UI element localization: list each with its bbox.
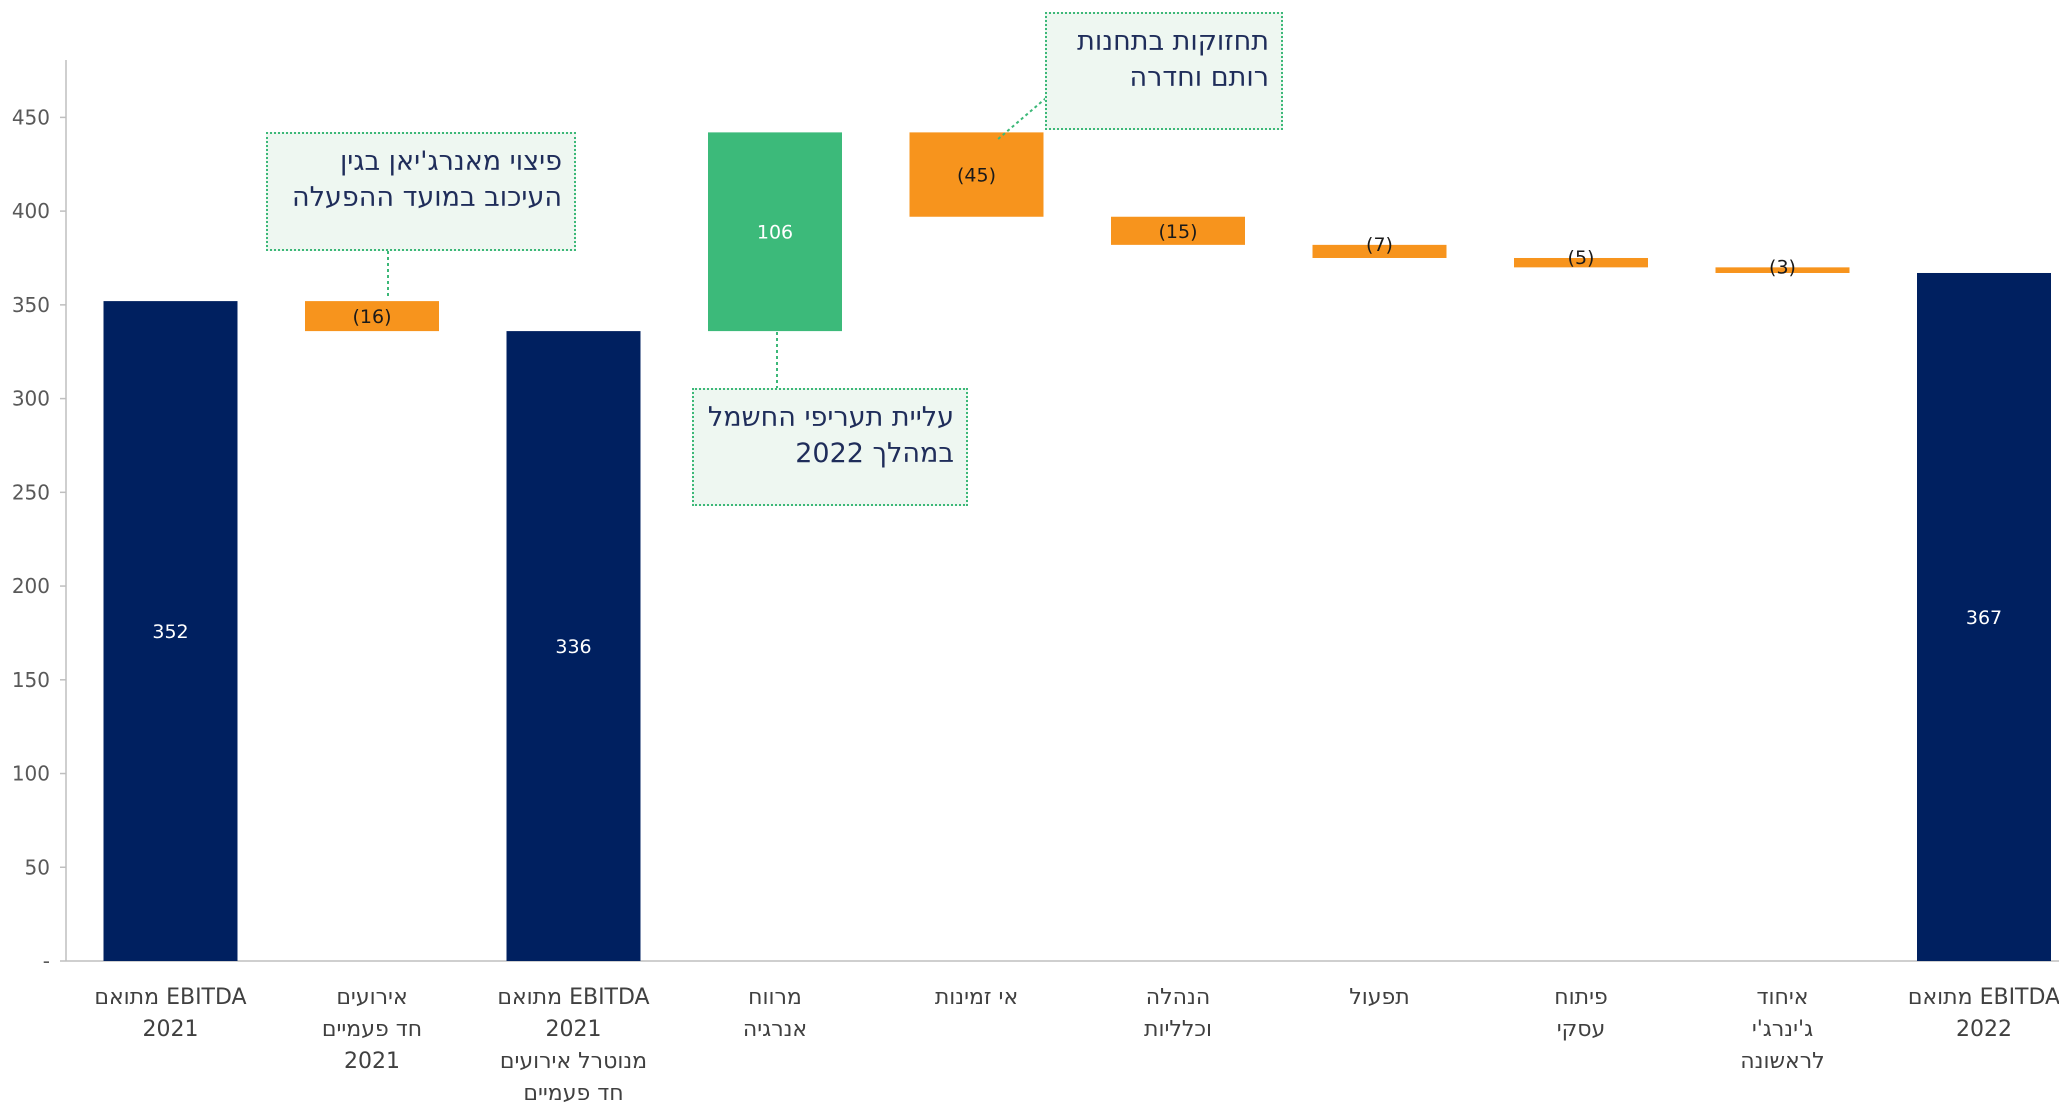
category-label: אנרגיה: [743, 1017, 807, 1042]
y-tick-label: 250: [12, 480, 50, 504]
bar-3: [708, 132, 842, 332]
annotation-line: העיכוב במועד ההפעלה: [292, 182, 562, 213]
annotation-tariff: עליית תעריפי החשמל במהלך 2022: [692, 388, 968, 506]
category-label: פיתוח: [1554, 985, 1608, 1010]
data-label: (45): [957, 165, 996, 187]
category-label: 2021: [344, 1049, 400, 1074]
bar-5: [1111, 216, 1245, 245]
category-label: ג'ינרג'י: [1752, 1017, 1813, 1042]
annotation-line: פיצוי מאנרג'יאן בגין: [339, 146, 562, 177]
data-label: 367: [1966, 607, 2002, 629]
category-label: מנוטרל אירועים: [500, 1049, 647, 1074]
data-label: (15): [1158, 221, 1197, 243]
data-label: (5): [1568, 247, 1595, 269]
annotation-line: במהלך 2022: [795, 438, 954, 469]
category-label: 2022: [1956, 1017, 2012, 1042]
y-tick-label: 300: [12, 387, 50, 411]
category-label: מרווח: [748, 985, 802, 1010]
bar-0: [103, 301, 238, 961]
category-label: 2021: [546, 1017, 602, 1042]
bar-2: [506, 331, 641, 961]
category-label: EBITDA מתואם: [94, 985, 246, 1010]
category-label: עסקי: [1557, 1017, 1606, 1042]
data-label: (7): [1366, 234, 1393, 256]
category-label: אירועים: [336, 985, 407, 1010]
category-label: איחוד: [1756, 985, 1808, 1010]
category-label: EBITDA מתואם: [1908, 985, 2059, 1010]
y-tick-label: 200: [12, 574, 50, 598]
category-label: וכלליות: [1144, 1017, 1212, 1042]
data-label: (16): [352, 306, 391, 328]
bar-7: [1514, 257, 1648, 268]
y-tick-label: 400: [12, 199, 50, 223]
y-tick-label: -: [43, 949, 50, 973]
category-label: תפעול: [1349, 985, 1409, 1010]
data-label: 106: [757, 222, 793, 244]
annotation-line: עליית תעריפי החשמל: [707, 402, 954, 433]
category-label: חד פעמיים: [523, 1081, 623, 1104]
bar-4: [909, 132, 1044, 217]
y-tick-label: 50: [25, 855, 50, 879]
bar-6: [1312, 244, 1447, 258]
category-label: הנהלה: [1146, 985, 1210, 1010]
y-tick-label: 150: [12, 668, 50, 692]
bar-1: [305, 301, 439, 332]
annotation-compensation: פיצוי מאנרג'יאן בגין העיכוב במועד ההפעלה: [266, 132, 576, 251]
y-tick-label: 350: [12, 293, 50, 317]
data-label: (3): [1769, 256, 1796, 278]
category-label: לראשונה: [1740, 1049, 1824, 1074]
category-label: 2021: [143, 1017, 199, 1042]
category-label: חד פעמיים: [322, 1017, 422, 1042]
annotation-connector: [996, 97, 1047, 141]
annotation-line: תחזוקות בתחנות: [1077, 26, 1269, 57]
data-label: 336: [555, 636, 591, 658]
annotation-maintenance: תחזוקות בתחנות רותם וחדרה: [1045, 12, 1283, 130]
bar-9: [1917, 272, 2051, 961]
y-tick-label: 450: [12, 105, 50, 129]
bar-8: [1715, 267, 1850, 273]
data-label: 352: [152, 621, 188, 643]
annotation-line: רותם וחדרה: [1129, 62, 1269, 93]
category-label: EBITDA מתואם: [497, 985, 649, 1010]
category-label: אי זמינות: [935, 985, 1018, 1010]
y-tick-label: 100: [12, 762, 50, 786]
